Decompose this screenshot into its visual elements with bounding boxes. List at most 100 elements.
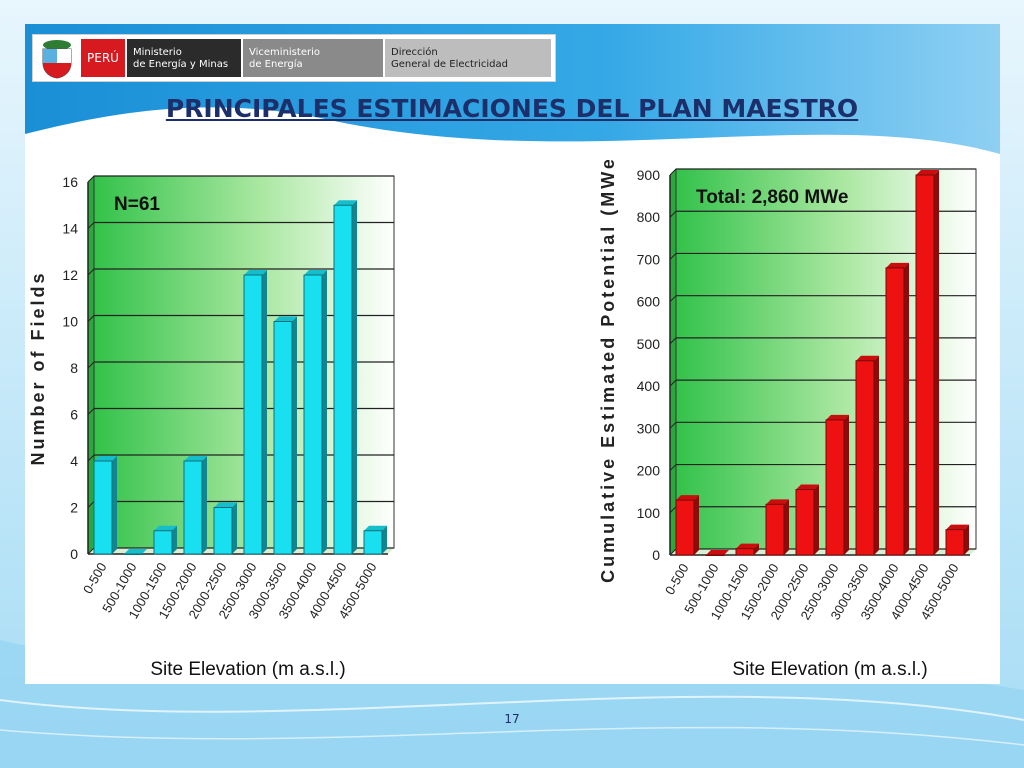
- bar-front: [333, 204, 353, 555]
- bar-top: [364, 525, 387, 531]
- coat-of-arms-icon: [42, 40, 72, 79]
- ministry-line1: Ministerio: [133, 47, 182, 58]
- chart-number-of-fields: 02468101214160-500500-10001000-15001500-…: [28, 160, 418, 682]
- bar-top: [946, 524, 969, 530]
- grid-line-side: [669, 295, 677, 303]
- y-tick-label: 10: [62, 314, 78, 330]
- y-tick-label: 100: [637, 505, 661, 521]
- bar-front: [855, 360, 875, 556]
- bar-2500-3000: [825, 414, 849, 556]
- page-number: 17: [504, 712, 520, 726]
- grid-line-side: [87, 175, 95, 183]
- bar-front: [183, 460, 203, 555]
- bar-top: [244, 270, 267, 275]
- bar-side: [694, 495, 699, 555]
- bar-side: [292, 316, 297, 554]
- bar-2500-3000: [243, 270, 267, 555]
- bar-side: [754, 543, 759, 555]
- chart-cumulative-potential: 01002003004005006007008009000-500500-100…: [598, 160, 988, 682]
- y-tick-label: 0: [652, 547, 660, 563]
- bar-3000-3500: [273, 316, 297, 555]
- bar-side: [904, 262, 909, 555]
- vice-ministry-line2: de Energía: [249, 59, 303, 70]
- y-axis-label: Cumulative Estimated Potential (MWe): [598, 160, 618, 583]
- bar-top: [94, 456, 117, 461]
- bar-front: [243, 274, 263, 555]
- bar-2000-2500: [213, 502, 237, 555]
- y-tick-label: 4: [70, 453, 78, 469]
- y-tick-label: 0: [70, 546, 78, 562]
- grid-line-side: [669, 548, 677, 556]
- grid-line-side: [87, 315, 95, 322]
- bar-front: [735, 548, 755, 556]
- y-tick-label: 14: [62, 221, 78, 237]
- vice-ministry-label: Viceministerio de Energía: [243, 39, 383, 77]
- bar-side: [352, 200, 357, 554]
- bar-front: [705, 554, 725, 556]
- bar-1000-1500: [735, 543, 759, 556]
- bar-side: [232, 502, 237, 554]
- bar-top: [886, 262, 909, 268]
- grid-line-side: [87, 454, 95, 462]
- y-tick-label: 2: [70, 500, 78, 516]
- bar-500-1000: [123, 549, 147, 555]
- bar-top: [826, 414, 849, 420]
- y-tick-label: 16: [62, 174, 78, 190]
- bar-1500-2000: [183, 456, 207, 555]
- bar-front: [915, 174, 935, 556]
- bar-0-500: [93, 456, 117, 555]
- grid-line-side: [87, 222, 95, 229]
- y-tick-label: 8: [70, 360, 78, 376]
- bar-3500-4000: [885, 262, 909, 556]
- y-tick-label: 700: [637, 251, 661, 267]
- grid-line-side: [669, 506, 677, 514]
- grid-line-side: [669, 168, 677, 176]
- bar-top: [334, 200, 357, 206]
- bar-side: [112, 456, 117, 554]
- bar-top: [184, 456, 207, 461]
- plot-side-wall: [670, 169, 676, 555]
- grid-line-side: [669, 421, 677, 429]
- bar-front: [303, 274, 323, 555]
- y-tick-label: 6: [70, 407, 78, 423]
- bar-top: [766, 499, 789, 505]
- bar-front: [675, 499, 695, 556]
- vice-ministry-line1: Viceministerio: [249, 47, 320, 58]
- bar-top: [796, 484, 819, 490]
- bar-front: [213, 507, 233, 555]
- ministry-label: Ministerio de Energía y Minas: [127, 39, 241, 77]
- grid-line-side: [669, 464, 677, 471]
- bar-side: [322, 270, 327, 554]
- bar-top: [856, 355, 879, 361]
- bar-4500-5000: [363, 525, 387, 555]
- y-tick-label: 800: [637, 209, 661, 225]
- directorate-label: Dirección General de Electricidad: [385, 39, 551, 77]
- country-label: PERÚ: [81, 39, 125, 77]
- bar-3500-4000: [303, 270, 327, 555]
- y-tick-label: 400: [637, 378, 661, 394]
- bar-front: [945, 529, 965, 556]
- bar-500-1000: [705, 550, 729, 556]
- bar-side: [382, 525, 387, 554]
- y-tick-label: 200: [637, 463, 661, 479]
- bar-front: [795, 489, 815, 556]
- bar-side: [814, 484, 819, 555]
- bar-side: [202, 456, 207, 554]
- y-axis-label: Number of Fields: [28, 270, 48, 465]
- bar-side: [844, 414, 849, 555]
- bar-side: [172, 525, 177, 554]
- bar-top: [124, 549, 147, 554]
- bar-1500-2000: [765, 499, 789, 556]
- bar-3000-3500: [855, 355, 879, 556]
- bar-side: [262, 270, 267, 554]
- bar-front: [765, 503, 785, 556]
- bar-top: [214, 502, 237, 508]
- grid-line-side: [87, 268, 95, 276]
- grid-line-side: [669, 253, 677, 260]
- grid-line-side: [669, 337, 677, 345]
- bar-top: [274, 316, 297, 322]
- grid-line-side: [87, 501, 95, 508]
- bar-top: [736, 543, 759, 549]
- bar-front: [825, 419, 845, 556]
- bar-top: [304, 270, 327, 275]
